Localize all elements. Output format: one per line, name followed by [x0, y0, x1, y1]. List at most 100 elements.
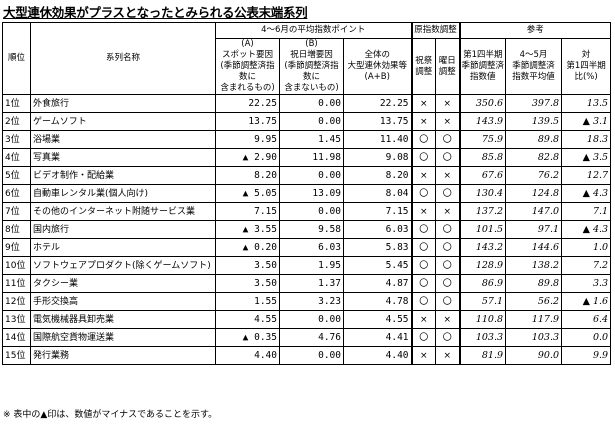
- row-apr-jun-avg: 90.0: [505, 346, 563, 365]
- row-holiday-adjust: ×: [410, 202, 437, 221]
- row-spot-factor: ▲ 3.55: [215, 220, 280, 239]
- row-holiday-adjust: 〇: [410, 274, 437, 293]
- row-weekday-adjust: ×: [435, 166, 461, 185]
- table-row: 13位 電気機械器具卸売業 4.55 0.00 4.55 × × 110.8 117.9 6.4: [2, 310, 612, 329]
- row-weekday-adjust: 〇: [435, 274, 461, 293]
- header-group-reference: 参考: [458, 22, 612, 39]
- row-holiday-factor: 13.09: [279, 184, 344, 203]
- row-apr-jun-avg: 124.8: [505, 184, 563, 203]
- header-apr-jun-avg: 4～5月 季節調整済 指数平均値: [505, 38, 563, 95]
- table-row: 8位 国内旅行 ▲ 3.55 9.58 6.03 〇〇 101.5 97.1 ▲ 4.3: [2, 220, 612, 239]
- row-total-effect: 6.03: [342, 220, 413, 239]
- row-holiday-factor: 0.00: [279, 112, 344, 131]
- row-rank: 2位: [2, 112, 31, 131]
- row-spot-factor: 3.50: [215, 256, 280, 275]
- row-q1-index: 75.9: [458, 130, 507, 149]
- row-holiday-factor: 0.00: [279, 94, 344, 113]
- row-ratio: 7.1: [561, 202, 612, 221]
- row-q1-index: 137.2: [458, 202, 507, 221]
- row-ratio: ▲ 4.3: [561, 184, 612, 203]
- table-row: 7位 その他のインターネット附随サービス業 7.15 0.00 7.15 × × 137.2 1…: [2, 202, 612, 221]
- row-total-effect: 8.04: [342, 184, 413, 203]
- header-rank: 順位: [2, 22, 31, 95]
- row-weekday-adjust: 〇: [435, 220, 461, 239]
- table-row: 2位 ゲームソフト 13.75 0.00 13.75 × × 143.9 139.5 ▲ 3.1: [2, 112, 612, 131]
- table-row: 15位 発行業務 4.40 0.00 4.40 × × 81.9 90.0 9.9: [2, 346, 612, 365]
- row-spot-factor: 7.15: [215, 202, 280, 221]
- row-holiday-factor: 0.00: [279, 202, 344, 221]
- row-holiday-factor: 9.58: [279, 220, 344, 239]
- row-ratio: 12.7: [561, 166, 612, 185]
- row-total-effect: 8.20: [342, 166, 413, 185]
- row-spot-factor: 22.25: [215, 94, 280, 113]
- row-name: その他のインターネット附随サービス業: [30, 202, 216, 221]
- row-weekday-adjust: 〇: [435, 292, 461, 311]
- row-total-effect: 5.83: [342, 238, 413, 257]
- row-weekday-adjust: 〇: [435, 238, 461, 257]
- row-holiday-adjust: ×: [410, 310, 437, 329]
- row-total-effect: 5.45: [342, 256, 413, 275]
- row-name: 外食旅行: [30, 94, 216, 113]
- row-rank: 10位: [2, 256, 31, 275]
- row-q1-index: 67.6: [458, 166, 507, 185]
- row-apr-jun-avg: 89.8: [505, 130, 563, 149]
- row-weekday-adjust: 〇: [435, 184, 461, 203]
- row-weekday-adjust: 〇: [435, 256, 461, 275]
- row-total-effect: 7.15: [342, 202, 413, 221]
- row-ratio: 13.5: [561, 94, 612, 113]
- row-weekday-adjust: 〇: [435, 130, 461, 149]
- table-row: 6位 自動車レンタル業(個人向け) ▲ 5.05 13.09 8.04 〇〇 130.4 12…: [2, 184, 612, 203]
- row-rank: 3位: [2, 130, 31, 149]
- row-spot-factor: 4.40: [215, 346, 280, 365]
- row-total-effect: 11.40: [342, 130, 413, 149]
- row-holiday-factor: 1.37: [279, 274, 344, 293]
- row-apr-jun-avg: 147.0: [505, 202, 563, 221]
- row-apr-jun-avg: 144.6: [505, 238, 563, 257]
- table-row: 1位 外食旅行 22.25 0.00 22.25 × × 350.6 397.8 13.5: [2, 94, 612, 113]
- table-row: 5位 ビデオ制作・配給業 8.20 0.00 8.20 × × 67.6 76.2 12.7: [2, 166, 612, 185]
- row-total-effect: 4.78: [342, 292, 413, 311]
- header-ratio: 対 第1四半期 比(%): [561, 38, 612, 95]
- row-name: 国際航空貨物運送業: [30, 328, 216, 347]
- row-ratio: ▲ 3.5: [561, 148, 612, 167]
- row-spot-factor: ▲ 5.05: [215, 184, 280, 203]
- row-name: 国内旅行: [30, 220, 216, 239]
- table-row: 10位 ソフトウェアプロダクト(除くゲームソフト) 3.50 1.95 5.45 〇〇 12…: [2, 256, 612, 275]
- row-weekday-adjust: ×: [435, 346, 461, 365]
- row-name: 写真業: [30, 148, 216, 167]
- row-rank: 4位: [2, 148, 31, 167]
- row-rank: 1位: [2, 94, 31, 113]
- row-holiday-factor: 0.00: [279, 166, 344, 185]
- table-row: 14位 国際航空貨物運送業 ▲ 0.35 4.76 4.41 〇〇 103.3 103.3 0.…: [2, 328, 612, 347]
- row-holiday-factor: 0.00: [279, 310, 344, 329]
- row-spot-factor: ▲ 2.90: [215, 148, 280, 167]
- row-rank: 6位: [2, 184, 31, 203]
- row-name: ビデオ制作・配給業: [30, 166, 216, 185]
- row-holiday-adjust: 〇: [410, 184, 437, 203]
- row-name: ホテル: [30, 238, 216, 257]
- table-row: 9位 ホテル ▲ 0.20 6.03 5.83 〇〇 143.2 144.6 1.0: [2, 238, 612, 257]
- row-spot-factor: 4.55: [215, 310, 280, 329]
- data-table: 順位 系列名称 4～6月の平均指数ポイント 原指数調整 参考 (A) スポット要…: [2, 22, 612, 365]
- table-row: 11位 タクシー業 3.50 1.37 4.87 〇〇 86.9 89.8 3.3: [2, 274, 612, 293]
- row-ratio: 18.3: [561, 130, 612, 149]
- header-a: (A) スポット要因 (季節調整済指数に 含まれるもの): [215, 38, 280, 95]
- header-holiday-adjust: 祝祭 調整: [410, 38, 437, 95]
- row-holiday-factor: 1.95: [279, 256, 344, 275]
- row-total-effect: 22.25: [342, 94, 413, 113]
- row-weekday-adjust: ×: [435, 202, 461, 221]
- row-rank: 15位: [2, 346, 31, 365]
- row-holiday-factor: 11.98: [279, 148, 344, 167]
- row-name: 発行業務: [30, 346, 216, 365]
- footnote: ※ 表中の▲印は、数値がマイナスであることを示す。: [3, 410, 218, 420]
- row-q1-index: 128.9: [458, 256, 507, 275]
- row-apr-jun-avg: 76.2: [505, 166, 563, 185]
- row-ratio: ▲ 4.3: [561, 220, 612, 239]
- row-ratio: 0.0: [561, 328, 612, 347]
- row-holiday-adjust: 〇: [410, 238, 437, 257]
- row-weekday-adjust: 〇: [435, 328, 461, 347]
- row-total-effect: 4.55: [342, 310, 413, 329]
- row-rank: 12位: [2, 292, 31, 311]
- header-total: 全体の 大型連休効果等 (A+B): [342, 38, 413, 95]
- row-spot-factor: 8.20: [215, 166, 280, 185]
